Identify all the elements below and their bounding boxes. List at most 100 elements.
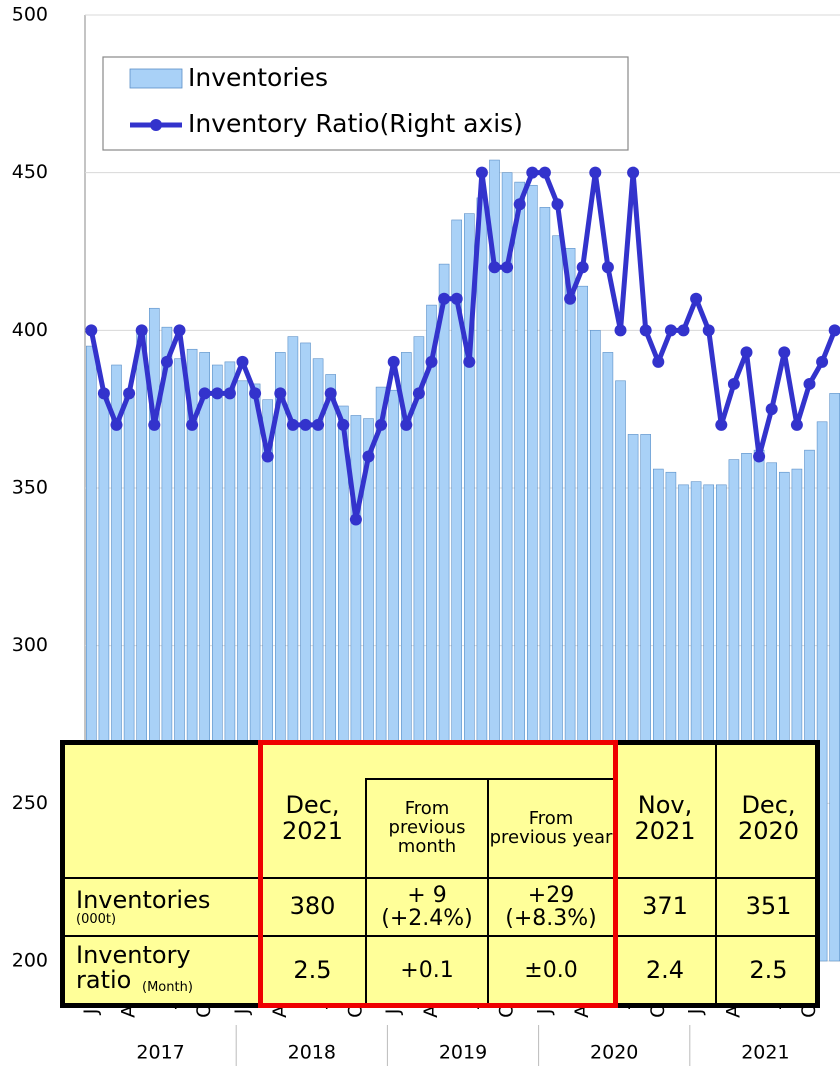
ratio-marker	[261, 450, 274, 463]
ratio-marker	[727, 377, 740, 390]
change: +29	[527, 882, 575, 908]
table-value: 380	[289, 892, 336, 921]
ratio-marker	[160, 355, 173, 368]
row-header: Inventories (000t)	[62, 879, 258, 935]
table-value: 2.4	[645, 956, 685, 985]
ratio-marker	[123, 387, 136, 400]
table-value: 2.5	[749, 956, 788, 985]
ratio-marker	[463, 355, 476, 368]
table-rule	[715, 740, 717, 1008]
ratio-marker	[274, 387, 287, 400]
ratio-marker	[513, 198, 526, 211]
ratio-marker	[387, 355, 400, 368]
ratio-marker	[173, 324, 186, 337]
column-header: From previous month	[388, 798, 466, 857]
legend-label: Inventories	[188, 63, 328, 92]
ratio-marker	[286, 418, 299, 431]
ratio-marker	[576, 261, 589, 274]
column-header: From previous year	[489, 807, 613, 848]
row-unit: (000t)	[76, 911, 117, 927]
table-value: +0.1	[400, 958, 454, 984]
bar	[829, 393, 840, 962]
highlight-frame	[258, 740, 618, 1008]
ratio-marker	[627, 166, 640, 179]
y-tick-label: 450	[12, 161, 48, 183]
ratio-marker	[639, 324, 652, 337]
ratio-marker	[135, 324, 148, 337]
column-header: Dec, 2021	[281, 791, 344, 845]
ratio-marker	[690, 292, 703, 305]
ratio-marker	[551, 198, 564, 211]
ratio-marker	[778, 346, 791, 359]
ratio-marker	[538, 166, 551, 179]
ratio-marker	[312, 418, 325, 431]
table-rule	[60, 935, 820, 937]
table-rule	[487, 778, 489, 1008]
y-tick-label: 350	[12, 477, 48, 499]
ratio-marker	[828, 324, 840, 337]
table-value: ±0.0	[524, 958, 578, 984]
ratio-marker	[753, 450, 766, 463]
y-tick-label: 400	[12, 319, 48, 341]
ratio-marker	[488, 261, 501, 274]
ratio-marker	[702, 324, 715, 337]
ratio-marker	[652, 355, 665, 368]
change-percent: (+8.3%)	[505, 906, 597, 931]
table-value: + 9 (+2.4%)	[367, 879, 487, 935]
ratio-marker	[790, 418, 803, 431]
year-label: 2018	[288, 1042, 336, 1064]
year-label: 2020	[590, 1042, 638, 1064]
change-percent: (+2.4%)	[381, 906, 473, 931]
ratio-marker	[816, 355, 829, 368]
year-label: 2021	[741, 1042, 789, 1064]
y-tick-label: 200	[12, 950, 48, 972]
ratio-marker	[425, 355, 438, 368]
legend-swatch	[150, 119, 162, 131]
ratio-marker	[475, 166, 488, 179]
ratio-marker	[803, 377, 816, 390]
table-value: +29 (+8.3%)	[489, 879, 613, 935]
ratio-marker	[677, 324, 690, 337]
ratio-marker	[664, 324, 677, 337]
year-label: 2019	[439, 1042, 487, 1064]
ratio-marker	[589, 166, 602, 179]
ratio-marker	[375, 418, 388, 431]
legend-swatch	[129, 68, 183, 89]
ratio-marker	[110, 418, 123, 431]
ratio-marker	[223, 387, 236, 400]
column-header: Nov, 2021	[634, 791, 696, 845]
ratio-marker	[211, 387, 224, 400]
ratio-marker	[765, 403, 778, 416]
y-tick-label: 250	[12, 792, 48, 814]
ratio-marker	[236, 355, 249, 368]
row-unit: (Month)	[142, 980, 193, 995]
ratio-marker	[85, 324, 98, 337]
ratio-marker	[299, 418, 312, 431]
change: + 9	[407, 882, 447, 908]
legend-label: Inventory Ratio(Right axis)	[188, 109, 523, 138]
ratio-marker	[337, 418, 350, 431]
ratio-marker	[740, 346, 753, 359]
ratio-marker	[198, 387, 211, 400]
year-label: 2017	[136, 1042, 184, 1064]
ratio-marker	[324, 387, 337, 400]
ratio-marker	[97, 387, 110, 400]
ratio-marker	[400, 418, 413, 431]
ratio-marker	[148, 418, 161, 431]
ratio-marker	[412, 387, 425, 400]
table-value: 371	[642, 892, 688, 921]
ratio-marker	[614, 324, 627, 337]
ratio-marker	[349, 513, 362, 526]
ratio-marker	[601, 261, 614, 274]
table-value: 351	[745, 892, 792, 921]
ratio-marker	[362, 450, 375, 463]
ratio-marker	[715, 418, 728, 431]
legend-box	[102, 56, 629, 151]
summary-table	[60, 740, 820, 1008]
row-label: Inventory ratio	[76, 941, 191, 995]
y-tick-label: 500	[12, 4, 48, 26]
table-rule	[365, 778, 367, 1008]
ratio-marker	[186, 418, 199, 431]
table-rule	[365, 778, 613, 780]
